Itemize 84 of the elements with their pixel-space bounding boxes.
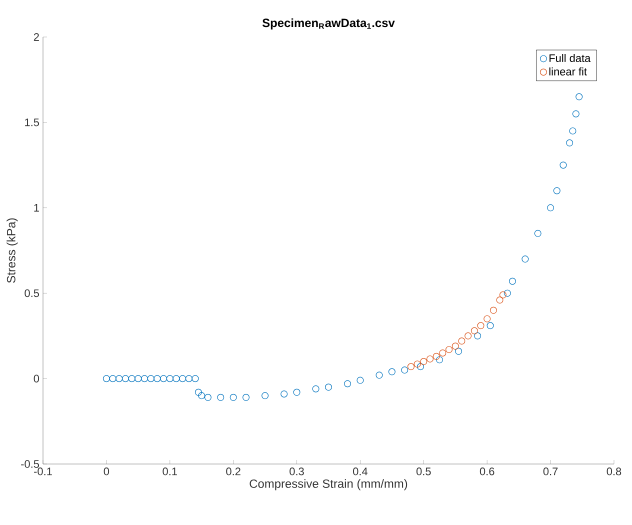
- point: [192, 375, 199, 382]
- legend-label: Full data: [550, 54, 591, 62]
- point: [230, 394, 237, 401]
- point: [486, 322, 494, 330]
- x-tick-label: 0.7: [543, 468, 558, 476]
- point: [312, 385, 320, 392]
- point: [185, 375, 192, 382]
- point: [560, 162, 567, 169]
- point: [198, 392, 206, 400]
- y-tick-label: -0.5: [21, 460, 40, 468]
- point: [293, 388, 300, 396]
- point: [141, 375, 148, 382]
- point: [508, 278, 516, 285]
- point: [477, 322, 484, 330]
- point: [128, 375, 136, 382]
- point: [446, 346, 453, 354]
- point: [455, 348, 462, 355]
- x-axis-title: Compressive Strain (mm/mm): [250, 479, 408, 490]
- point: [102, 375, 110, 382]
- point: [376, 372, 383, 379]
- point: [324, 384, 332, 391]
- point: [452, 342, 459, 350]
- point: [572, 110, 580, 118]
- y-axis-title: Stress (kPa): [6, 218, 18, 283]
- point: [109, 375, 116, 382]
- point: [344, 380, 352, 388]
- point: [160, 375, 168, 382]
- point: [356, 376, 364, 384]
- point: [388, 368, 396, 376]
- point: [474, 332, 482, 340]
- point: [496, 296, 504, 304]
- point: [134, 375, 142, 382]
- y-tick-label: 1.5: [25, 118, 40, 126]
- point: [147, 375, 154, 382]
- point: [499, 291, 506, 298]
- y-tick-label: 2: [34, 33, 39, 41]
- x-tick-label: -0.1: [34, 468, 52, 476]
- point: [194, 388, 202, 396]
- x-tick-label: 0.4: [353, 468, 368, 476]
- point: [416, 363, 424, 370]
- point: [553, 187, 560, 194]
- legend-label: linear fit: [549, 67, 587, 76]
- point: [217, 394, 224, 401]
- x-tick-label: 0: [104, 468, 110, 476]
- point: [407, 363, 414, 370]
- x-tick-label: 0.1: [162, 468, 177, 476]
- point: [426, 355, 434, 362]
- point: [280, 390, 288, 398]
- point: [504, 290, 511, 297]
- point: [484, 315, 491, 322]
- y-tick-label: 1: [34, 204, 39, 212]
- point: [569, 127, 576, 134]
- point: [172, 375, 180, 382]
- point: [401, 366, 408, 374]
- point: [262, 392, 269, 400]
- point: [576, 93, 583, 100]
- point: [566, 139, 574, 146]
- point: [464, 332, 472, 340]
- point: [436, 356, 444, 364]
- y-tick-label: 0.5: [24, 289, 40, 298]
- point: [458, 338, 466, 345]
- point: [547, 204, 554, 212]
- x-tick-label: 0.6: [480, 468, 494, 476]
- point: [490, 306, 497, 314]
- point: [179, 375, 186, 382]
- point: [534, 230, 542, 237]
- point: [522, 256, 529, 263]
- point: [166, 375, 174, 382]
- point: [204, 394, 212, 401]
- point: [122, 375, 129, 382]
- point: [439, 349, 446, 356]
- point: [242, 394, 250, 401]
- point: [154, 375, 161, 382]
- point: [420, 358, 428, 366]
- x-tick-label: 0.3: [290, 468, 304, 476]
- point: [414, 360, 421, 368]
- chart-title: Specimen$_{R}$awData$_{1}$.csv: [262, 18, 395, 30]
- point: [116, 375, 123, 382]
- point: [432, 352, 440, 360]
- x-tick-label: 0.2: [226, 468, 240, 476]
- y-tick-label: 0: [34, 374, 40, 382]
- x-tick-label: 0.5: [416, 468, 431, 476]
- x-tick-label: 0.8: [606, 468, 622, 476]
- point: [470, 327, 478, 334]
